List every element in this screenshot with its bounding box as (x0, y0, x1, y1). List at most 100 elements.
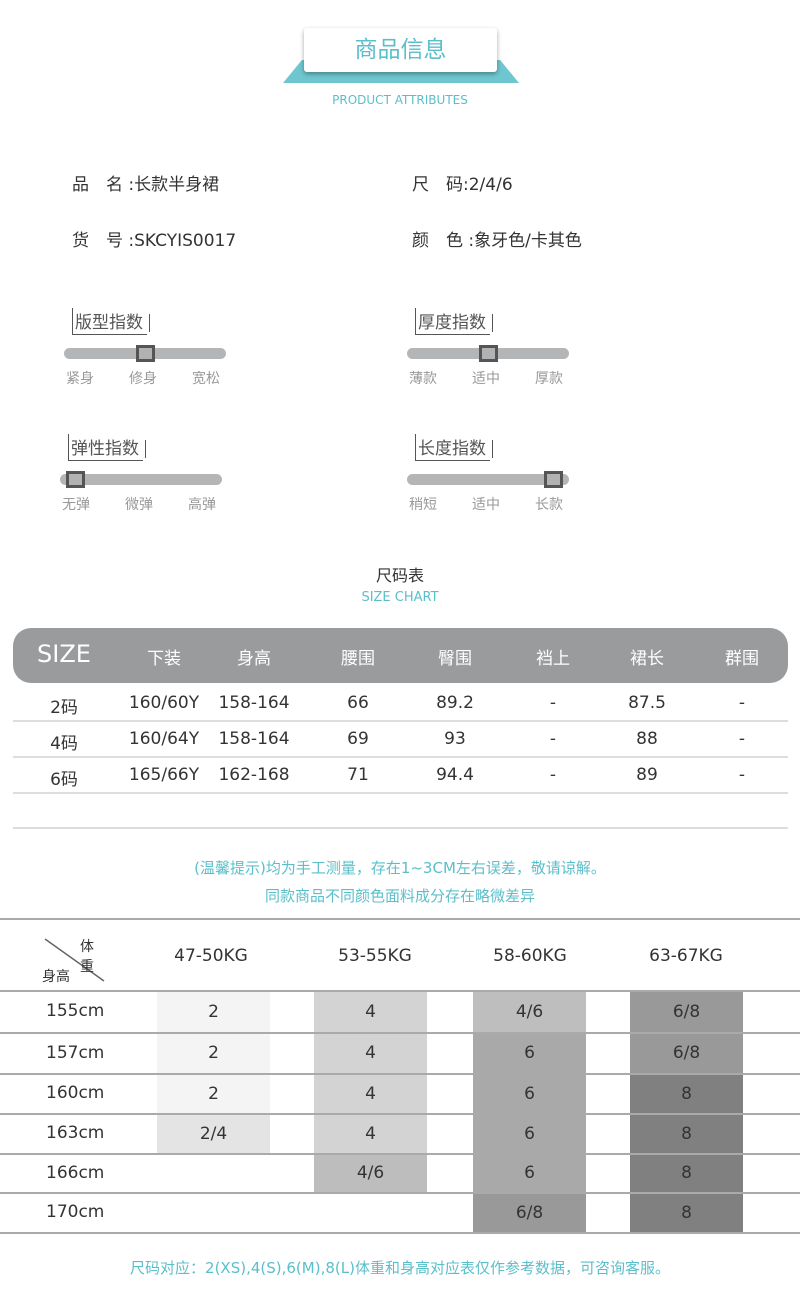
row-divider (13, 792, 788, 794)
attr-size: 尺 码:2/4/6 (412, 170, 513, 195)
table-cell: 69 (347, 729, 369, 749)
table-cell: 160/64Y (128, 729, 200, 749)
size-header-cell: 身高 (237, 649, 271, 669)
size-value: 8 (681, 1163, 692, 1183)
row-divider (0, 1032, 800, 1034)
size-value: 8 (681, 1084, 692, 1104)
size-cell: 6 (473, 1115, 586, 1153)
table-cell: - (738, 729, 746, 749)
attr-label: 颜 色 (412, 231, 463, 251)
index-option: 修身 (129, 371, 157, 387)
height-cell: 155cm (46, 1001, 105, 1021)
index-option: 无弹 (62, 497, 90, 513)
size-value: 4 (365, 1043, 376, 1063)
size-cell: 8 (630, 1075, 743, 1113)
table-cell: 93 (444, 729, 466, 749)
size-cell: 4 (314, 1075, 427, 1113)
section-subtitle: PRODUCT ATTRIBUTES (332, 93, 468, 107)
size-header-cell: 裙长 (630, 649, 664, 669)
size-cell: 4 (314, 992, 427, 1032)
size-value: 6/8 (672, 1002, 701, 1022)
height-cell: 170cm (46, 1202, 105, 1222)
size-header-cell: 臀围 (438, 649, 472, 669)
table-cell: 89 (636, 765, 658, 785)
attr-value: :长款半身裙 (128, 175, 220, 195)
size-value: 8 (681, 1124, 692, 1144)
row-divider (0, 1232, 800, 1234)
size-cell: 8 (630, 1115, 743, 1153)
size-cell: 2 (157, 992, 270, 1032)
size-value: 4 (365, 1124, 376, 1144)
table-cell: 160/60Y (128, 693, 200, 713)
size-header-cell: 腰围 (341, 649, 375, 669)
table-cell: 88 (636, 729, 658, 749)
size-chart-title: 尺码表 (375, 566, 424, 585)
size-cell: 6 (473, 1075, 586, 1113)
divider (0, 918, 800, 920)
table-cell: 87.5 (628, 693, 666, 713)
size-header-cell: 裆上 (536, 649, 570, 669)
size-cell: 4 (314, 1115, 427, 1153)
weight-header: 63-67KG (649, 946, 723, 966)
size-cell: 8 (630, 1194, 743, 1232)
index-title: 弹性指数 (68, 434, 146, 461)
size-value: 6 (524, 1084, 535, 1104)
index-title: 版型指数 (72, 308, 150, 335)
size-value: 6/8 (672, 1043, 701, 1063)
size-cell: 6/8 (473, 1194, 586, 1232)
index-option: 微弹 (125, 497, 153, 513)
table-cell: 2码 (50, 698, 78, 718)
size-header-cell: SIZE (37, 640, 91, 668)
index-option: 薄款 (409, 371, 437, 387)
height-cell: 160cm (46, 1083, 105, 1103)
index-option: 适中 (472, 497, 500, 513)
size-value: 4/6 (356, 1163, 385, 1183)
table-cell: - (549, 693, 557, 713)
index-marker (135, 345, 155, 362)
footer-note: 尺码对应：2(XS),4(S),6(M),8(L)体重和身高对应表仅作参考数据，… (130, 1259, 670, 1277)
size-value: 2/4 (199, 1124, 228, 1144)
index-option: 宽松 (192, 371, 220, 387)
attr-color: 颜 色 :象牙色/卡其色 (412, 226, 582, 251)
size-value: 2 (208, 1002, 219, 1022)
size-cell: 6 (473, 1155, 586, 1192)
index-marker (66, 471, 85, 488)
attr-name: 品 名 :长款半身裙 (72, 170, 219, 195)
row-divider (0, 1153, 800, 1155)
size-value: 4/6 (515, 1002, 544, 1022)
size-cell: 2 (157, 1034, 270, 1073)
index-track (60, 471, 222, 488)
attr-label: 货 号 (72, 231, 123, 251)
size-value: 6/8 (515, 1203, 544, 1223)
table-cell: 71 (347, 765, 369, 785)
table-cell: - (738, 693, 746, 713)
table-cell: 89.2 (436, 693, 474, 713)
index-track (64, 345, 226, 362)
table-cell: 158-164 (218, 729, 290, 749)
index-title: 长度指数 (415, 434, 493, 461)
size-value: 8 (681, 1203, 692, 1223)
row-divider (13, 756, 788, 758)
table-cell: 4码 (50, 734, 78, 754)
size-cell: 4 (314, 1034, 427, 1073)
attr-value: :象牙色/卡其色 (468, 231, 582, 251)
weight-header: 58-60KG (493, 946, 567, 966)
weight-header: 53-55KG (338, 946, 412, 966)
section-title: 商品信息 (304, 28, 497, 72)
index-marker (544, 471, 563, 488)
table-cell: - (738, 765, 746, 785)
height-cell: 163cm (46, 1123, 105, 1143)
index-option: 紧身 (66, 371, 94, 387)
index-track (407, 471, 569, 488)
attr-sku: 货 号 :SKCYIS0017 (72, 226, 236, 251)
height-label: 身高 (42, 969, 70, 985)
size-value: 2 (208, 1043, 219, 1063)
table-cell: - (549, 765, 557, 785)
row-divider (0, 990, 800, 992)
table-cell: 66 (347, 693, 369, 713)
row-divider (13, 720, 788, 722)
index-track (407, 345, 569, 362)
height-cell: 166cm (46, 1162, 105, 1183)
index-marker (478, 345, 498, 362)
size-value: 2 (208, 1084, 219, 1104)
